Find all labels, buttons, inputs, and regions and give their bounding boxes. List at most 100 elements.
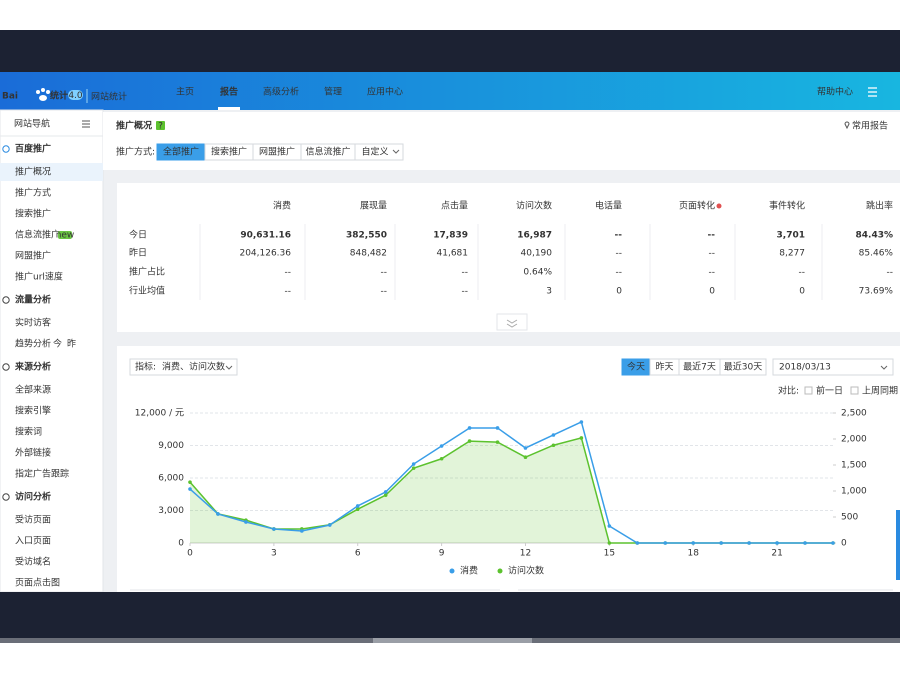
date-text: 2018/03/13 — [779, 363, 831, 373]
sidebar-group[interactable]: 流量分析 — [15, 294, 51, 306]
sidebar-item[interactable]: 页面点击图 — [15, 577, 60, 589]
data-point — [439, 456, 444, 461]
nav-item[interactable]: 高级分析 — [263, 86, 299, 98]
data-point — [551, 433, 556, 437]
cell: 0 — [799, 287, 805, 297]
sidebar-item[interactable]: 入口页面 — [15, 536, 51, 547]
data-point — [467, 426, 472, 430]
y2-tick-label: 0 — [841, 539, 847, 549]
y-tick-label: 3,000 — [158, 506, 184, 516]
data-point — [691, 541, 696, 545]
sidebar-item[interactable]: 外部链接 — [15, 447, 51, 459]
table-panel — [117, 183, 900, 332]
column-header: 事件转化 — [769, 200, 805, 212]
data-point — [803, 541, 807, 545]
nav-item[interactable]: 主页 — [176, 86, 194, 98]
data-point — [663, 541, 668, 545]
dropdown-arrow — [880, 365, 888, 370]
expand-button[interactable] — [496, 313, 528, 331]
help-link[interactable]: 帮助中心 — [817, 86, 853, 98]
bezel-top — [0, 30, 900, 72]
metric-label: 指标: — [135, 361, 156, 373]
date-select[interactable] — [772, 358, 894, 376]
nav-item[interactable]: 应用中心 — [367, 86, 403, 98]
cell: -- — [285, 287, 292, 297]
data-point — [579, 436, 584, 440]
sidebar-item[interactable]: 实时访客 — [15, 317, 51, 329]
cell: -- — [709, 268, 716, 278]
sidebar-item[interactable]: 搜索推广 — [15, 208, 51, 220]
filter-tab[interactable] — [354, 143, 404, 161]
range-button[interactable] — [719, 358, 767, 376]
data-point — [719, 541, 723, 545]
checkbox[interactable] — [804, 386, 813, 395]
compare-option: 上周同期 — [862, 386, 898, 397]
sidebar-item[interactable]: 搜索词 — [15, 426, 42, 438]
sidebar-group[interactable]: 来源分析 — [14, 361, 51, 373]
sidebar-group[interactable]: 访问分析 — [15, 491, 51, 503]
sidebar-item[interactable]: 全部来源 — [15, 384, 51, 396]
x-tick-label: 3 — [271, 549, 277, 559]
item-extra[interactable]: 昨 — [67, 338, 76, 350]
sidebar-item[interactable]: 网盟推广 — [15, 250, 51, 262]
sidebar-item[interactable]: 指定广告跟踪 — [15, 468, 69, 480]
filter-label: 推广方式: — [116, 146, 155, 158]
sidebar-item[interactable]: 推广概况 — [15, 166, 51, 178]
data-point — [579, 420, 584, 424]
data-point — [411, 462, 416, 466]
data-point — [439, 444, 444, 448]
metric-select[interactable] — [129, 358, 238, 376]
series-area — [190, 437, 833, 543]
data-point — [355, 507, 360, 512]
sidebar-group[interactable]: 百度推广 — [15, 143, 51, 155]
row-label: 昨日 — [129, 247, 147, 259]
help-badge-text: ? — [158, 122, 163, 132]
cell: 17,839 — [433, 231, 468, 241]
item-extra[interactable]: 今 — [53, 338, 62, 350]
sidebar-item[interactable]: 信息流推广 — [15, 229, 60, 241]
shortcut[interactable]: 常用报告 — [852, 120, 888, 132]
range-text: 最近30天 — [724, 361, 762, 373]
data-point — [747, 541, 751, 545]
cell: 0 — [616, 287, 622, 297]
logo-text: Bai — [2, 92, 18, 102]
range-text: 昨天 — [655, 361, 673, 373]
cell: 90,631.16 — [240, 231, 291, 241]
data-point — [523, 446, 528, 450]
group-icon — [2, 296, 10, 304]
expand-icon — [506, 319, 518, 328]
data-point — [300, 529, 304, 533]
row-label: 行业均值 — [129, 285, 165, 297]
cell: -- — [381, 287, 388, 297]
sidebar-item[interactable]: 趋势分析 — [15, 338, 51, 350]
column-header: 跳出率 — [866, 200, 893, 212]
sidebar-item[interactable]: 推广url速度 — [15, 271, 63, 283]
y2-tick-label: 1,500 — [841, 461, 867, 471]
bezel-bottom — [0, 592, 900, 640]
bezel-notch — [373, 638, 532, 643]
sidebar-toggle — [82, 120, 90, 128]
sidebar-item[interactable]: 推广方式 — [15, 187, 51, 199]
data-point — [523, 455, 528, 460]
data-point — [383, 490, 388, 494]
data-point — [831, 541, 835, 545]
sidebar-item[interactable]: 受访页面 — [15, 514, 51, 526]
sidebar-item[interactable]: 搜索引擎 — [15, 405, 51, 417]
data-point — [216, 512, 220, 516]
column-header: 点击量 — [441, 200, 468, 212]
x-tick-label: 21 — [771, 549, 782, 559]
legend-dot — [497, 568, 503, 574]
legend-dot — [449, 568, 455, 574]
nav-item[interactable]: 管理 — [324, 86, 342, 98]
cell: -- — [887, 268, 894, 278]
compare-option: 前一日 — [816, 385, 843, 397]
y2-tick-label: 1,000 — [841, 487, 867, 497]
nav-item[interactable]: 报告 — [220, 86, 238, 98]
group-icon — [2, 363, 10, 371]
checkbox[interactable] — [850, 386, 859, 395]
dropdown-arrow — [225, 365, 233, 370]
sidebar-item[interactable]: 受访域名 — [15, 556, 51, 568]
group-icon — [2, 493, 10, 501]
cell: 3 — [546, 287, 552, 297]
